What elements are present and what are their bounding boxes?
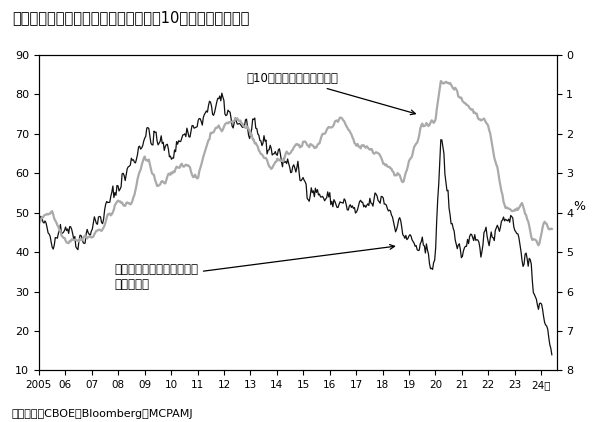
Y-axis label: %: % [573,200,585,213]
Text: 米10年債利回り（右目盛）: 米10年債利回り（右目盛） [246,72,415,115]
Text: ［図表］　インプライド相関指数と米10年債利回りの推移: ［図表］ インプライド相関指数と米10年債利回りの推移 [12,11,250,26]
Text: １年インプライド相関指数
（左目盛）: １年インプライド相関指数 （左目盛） [114,245,395,291]
Text: （出所）　CBOE、Bloomberg、MCPAMJ: （出所） CBOE、Bloomberg、MCPAMJ [12,408,194,419]
